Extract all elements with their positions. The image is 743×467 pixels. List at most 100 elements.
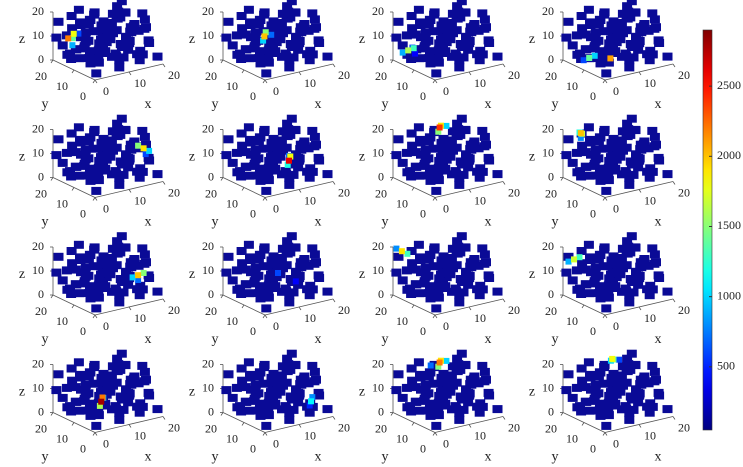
hot-point <box>435 363 442 370</box>
y-tick-label: 0 <box>250 89 256 103</box>
z-tick-label: 20 <box>542 4 554 18</box>
cloud-point <box>603 163 614 172</box>
hot-point <box>580 57 587 64</box>
z-tick-label: 0 <box>548 52 554 66</box>
cloud-point <box>91 421 102 430</box>
x-axis-label: x <box>655 97 662 112</box>
x-tick <box>604 314 608 319</box>
cloud-point <box>303 144 314 153</box>
cloud-point <box>433 411 444 420</box>
cloud-point <box>235 402 245 411</box>
cloud-point <box>124 37 135 45</box>
cloud-point <box>451 287 462 296</box>
cloud-point <box>293 163 304 172</box>
cloud-point <box>411 280 422 289</box>
cloud-point <box>139 132 150 141</box>
y-tick <box>602 79 606 84</box>
cloud-point <box>240 30 251 39</box>
x-axis-label: x <box>485 332 492 347</box>
cloud-point <box>649 367 660 376</box>
cloud-point <box>76 33 86 42</box>
cloud-point <box>577 24 588 33</box>
cloud-point <box>586 268 596 277</box>
subplot: 0 10 20 0 10 20 0 10 20 z y x <box>189 349 350 465</box>
subplot: 0 10 20 0 10 20 0 10 20 z y x <box>359 349 520 465</box>
cloud-point <box>406 407 417 416</box>
hot-point <box>140 145 147 152</box>
cloud-point <box>575 402 585 411</box>
y-tick <box>602 432 606 436</box>
cloud-point <box>456 157 467 166</box>
cloud-point <box>397 41 408 50</box>
y-tick-label: 20 <box>545 304 557 318</box>
cloud-point <box>647 285 658 294</box>
y-tick-label: 10 <box>396 196 408 210</box>
z-tick-label: 20 <box>372 4 384 18</box>
x-tick-label: 0 <box>443 319 449 333</box>
cloud-point <box>610 399 621 408</box>
cloud-point <box>286 40 297 49</box>
cloud-point <box>83 372 94 381</box>
cloud-point <box>460 126 471 135</box>
cloud-point <box>281 169 292 178</box>
subplot: 0 10 20 0 10 20 0 10 20 z y x <box>529 114 690 230</box>
cloud-point <box>589 394 600 403</box>
cloud-point <box>270 399 281 408</box>
cloud-point <box>89 243 100 252</box>
x-tick <box>604 432 608 436</box>
x-tick-label: 20 <box>508 303 520 317</box>
cloud-point <box>91 69 102 78</box>
hot-point <box>577 134 584 141</box>
cloud-point <box>223 17 234 26</box>
cloud-point <box>434 156 445 165</box>
y-axis-label: y <box>42 332 49 347</box>
cloud-point <box>139 377 150 386</box>
x-tick <box>468 306 472 311</box>
cloud-point <box>314 274 325 282</box>
cloud-point <box>595 368 606 377</box>
cloud-point <box>571 383 582 392</box>
y-tick <box>92 432 96 436</box>
y-tick <box>220 59 224 64</box>
cloud-point <box>221 268 232 277</box>
x-tick-label: 20 <box>678 68 690 82</box>
cloud-point <box>411 397 422 406</box>
cloud-point <box>621 52 632 61</box>
colorbar-tick-label: 2500 <box>717 78 741 92</box>
cloud-point <box>314 391 325 400</box>
cloud-point <box>634 37 645 45</box>
cloud-point <box>643 379 654 388</box>
cloud-point <box>53 370 64 379</box>
z-tick-label: 0 <box>548 287 554 301</box>
y-tick-label: 10 <box>226 79 238 93</box>
z-tick-label: 0 <box>38 169 44 183</box>
cloud-point <box>290 8 301 17</box>
cloud-point <box>263 176 274 185</box>
cloud-point <box>628 170 639 179</box>
y-axis-label: y <box>212 215 219 230</box>
cloud-point <box>428 410 439 419</box>
cloud-point <box>631 32 641 41</box>
cloud-point <box>283 125 294 134</box>
cloud-point <box>231 383 242 392</box>
cloud-point <box>599 243 610 252</box>
cloud-point <box>437 24 447 32</box>
cloud-point <box>416 150 426 159</box>
y-tick <box>71 187 75 191</box>
z-tick-label: 20 <box>372 356 384 370</box>
cloud-point <box>112 2 123 11</box>
z-tick-label: 0 <box>38 52 44 66</box>
subplot: 0 10 20 0 10 20 0 10 20 z y x <box>529 0 690 112</box>
hot-point <box>142 151 149 158</box>
x-axis-label: x <box>315 450 322 465</box>
cloud-point <box>580 383 591 392</box>
y-tick-label: 10 <box>566 431 578 445</box>
cloud-point <box>137 126 148 135</box>
cloud-point <box>451 52 462 61</box>
x-tick-label: 10 <box>134 311 146 325</box>
cloud-point <box>259 125 270 134</box>
cloud-point <box>133 26 144 35</box>
z-axis-label: z <box>359 385 365 400</box>
cloud-point <box>107 146 118 155</box>
cloud-point <box>88 293 99 302</box>
